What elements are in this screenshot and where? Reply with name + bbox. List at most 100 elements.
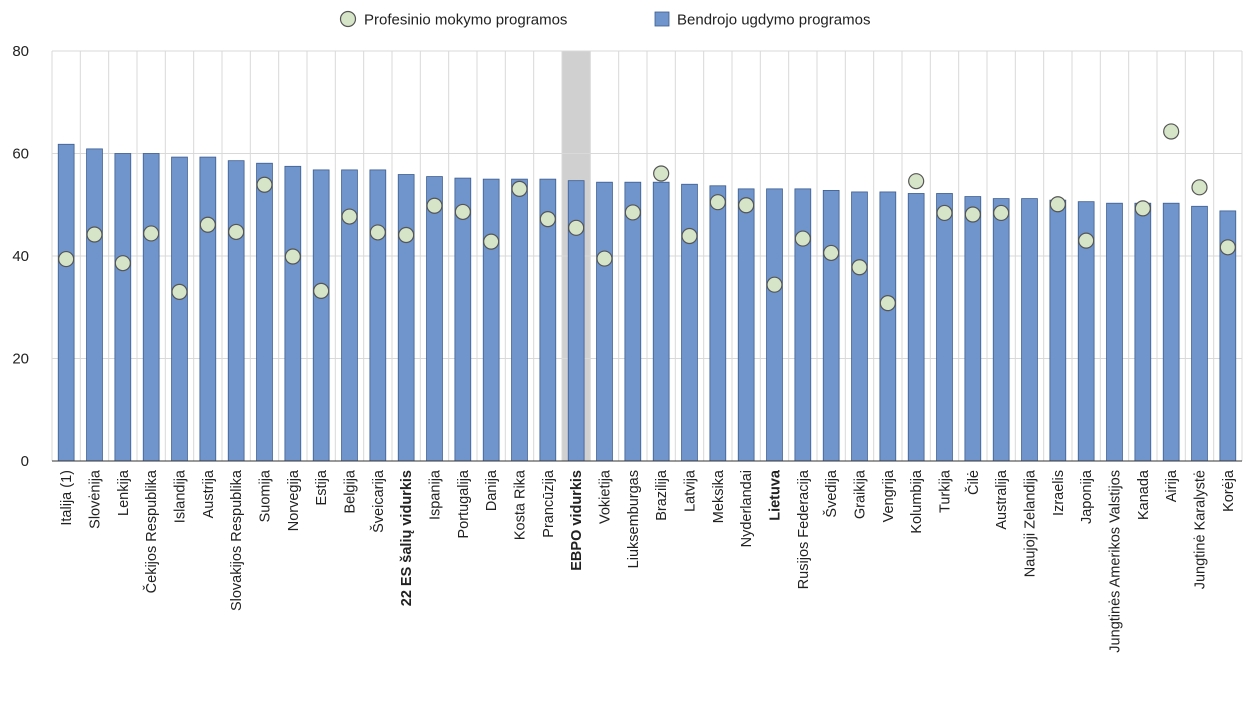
bar <box>822 189 840 462</box>
marker-point <box>653 165 670 182</box>
bar <box>652 181 670 462</box>
marker-point <box>114 255 131 272</box>
marker-point <box>681 227 698 245</box>
x-tick-label: Čilė <box>965 470 982 495</box>
x-tick-label: Slovakijos Respublika <box>229 469 245 611</box>
marker-point <box>369 224 386 241</box>
bar <box>851 191 868 462</box>
bar <box>256 162 273 462</box>
x-tick-label: Kolumbija <box>909 469 925 534</box>
marker-point <box>1134 200 1151 217</box>
marker-point <box>256 176 273 193</box>
bar <box>114 153 132 462</box>
bar <box>1049 199 1067 462</box>
x-tick-label: Australija <box>994 469 1010 530</box>
x-tick-label: Jungtinės Amerikos Valstijos <box>1108 470 1124 653</box>
bar <box>624 181 642 462</box>
marker-point <box>624 204 641 221</box>
x-tick-label: Ispanija <box>428 469 444 520</box>
x-tick-label: Kosta Rika <box>513 469 529 540</box>
marker-point <box>171 283 188 300</box>
marker-point <box>426 197 443 214</box>
marker-point <box>993 204 1010 222</box>
bar <box>142 153 160 462</box>
marker-point <box>1191 179 1208 196</box>
marker-point <box>851 259 868 276</box>
marker-point <box>313 282 330 299</box>
marker-point <box>709 194 726 211</box>
marker-point <box>1163 123 1180 140</box>
x-tick-label: Korėja <box>1221 469 1237 512</box>
plot-area: 0 20 40 60 80 Italija (1) Slovėnija Lenkija Čeki… <box>12 43 1243 653</box>
x-tick-label: Latvija <box>683 469 699 512</box>
bar <box>511 178 528 462</box>
x-tick-label: Norvegija <box>286 469 302 531</box>
bar <box>766 188 783 462</box>
marker-point <box>341 208 358 225</box>
y-tick-label: 20 <box>12 351 29 368</box>
y-tick-label: 0 <box>21 453 29 470</box>
bar <box>199 156 217 462</box>
marker-point <box>766 276 783 293</box>
bar <box>794 188 812 462</box>
bar <box>227 160 245 462</box>
marker-point <box>568 219 585 236</box>
x-tick-label: Slovėnija <box>88 469 104 529</box>
x-tick-label: Prancūzija <box>541 469 557 538</box>
x-tick-label: Turkija <box>938 469 954 513</box>
legend-marker-icon <box>339 10 357 28</box>
x-tick-label: Švedija <box>823 469 840 517</box>
x-tick-label: Lenkija <box>116 469 132 516</box>
x-tick-label: Izraelis <box>1051 470 1067 516</box>
x-tick-label: Vokietija <box>598 469 614 524</box>
x-tick-label: Graikija <box>853 469 869 519</box>
x-tick-label: Jungtinė Karalystė <box>1193 470 1209 589</box>
marker-point <box>199 216 216 233</box>
x-tick-label: Belgija <box>343 469 359 513</box>
x-tick-label: Brazilija <box>654 469 670 521</box>
bar <box>57 143 75 462</box>
x-tick-label: Nyderlandai <box>739 470 755 547</box>
marker-point <box>398 226 415 244</box>
x-tick-label: Japonija <box>1079 469 1095 524</box>
bar <box>681 183 698 462</box>
bar <box>596 181 613 462</box>
x-tick-label: Italija (1) <box>59 470 75 526</box>
y-tick-label: 60 <box>12 146 29 163</box>
bar <box>936 193 953 462</box>
marker-point <box>511 180 528 197</box>
marker-point <box>228 223 245 241</box>
marker-point <box>1078 232 1095 249</box>
marker-point <box>1219 239 1236 256</box>
x-tick-label: Liuksemburgas <box>626 470 642 568</box>
bar <box>964 196 982 462</box>
x-tick-label: Meksika <box>711 469 727 523</box>
legend-bar-icon <box>654 11 670 27</box>
marker-point <box>284 248 301 265</box>
x-tick-label: Estija <box>314 469 330 505</box>
x-tick-label: Portugalija <box>456 469 472 538</box>
marker-point <box>596 250 613 267</box>
marker-point <box>483 233 500 250</box>
marker-point <box>143 225 160 242</box>
x-tick-label: Lietuva <box>768 469 784 521</box>
bar <box>1162 202 1180 462</box>
marker-point <box>823 244 840 262</box>
bar <box>369 169 387 462</box>
marker-point <box>794 230 811 247</box>
marker-point <box>908 173 925 190</box>
bar <box>171 156 188 462</box>
bar <box>426 176 443 462</box>
x-tick-label: Austrija <box>201 469 217 518</box>
marker-point <box>738 197 755 214</box>
x-tick-label: Šveicarija <box>370 469 387 533</box>
marker-point <box>1049 196 1066 213</box>
marker-point <box>936 204 953 222</box>
y-tick-label: 40 <box>12 248 29 265</box>
legend: Profesinio mokymo programos Bendrojo ugd… <box>339 10 870 29</box>
x-tick-label: Kanada <box>1136 469 1152 520</box>
x-tick-label: Airija <box>1164 469 1180 502</box>
marker-point <box>964 206 981 223</box>
bar <box>397 174 415 462</box>
